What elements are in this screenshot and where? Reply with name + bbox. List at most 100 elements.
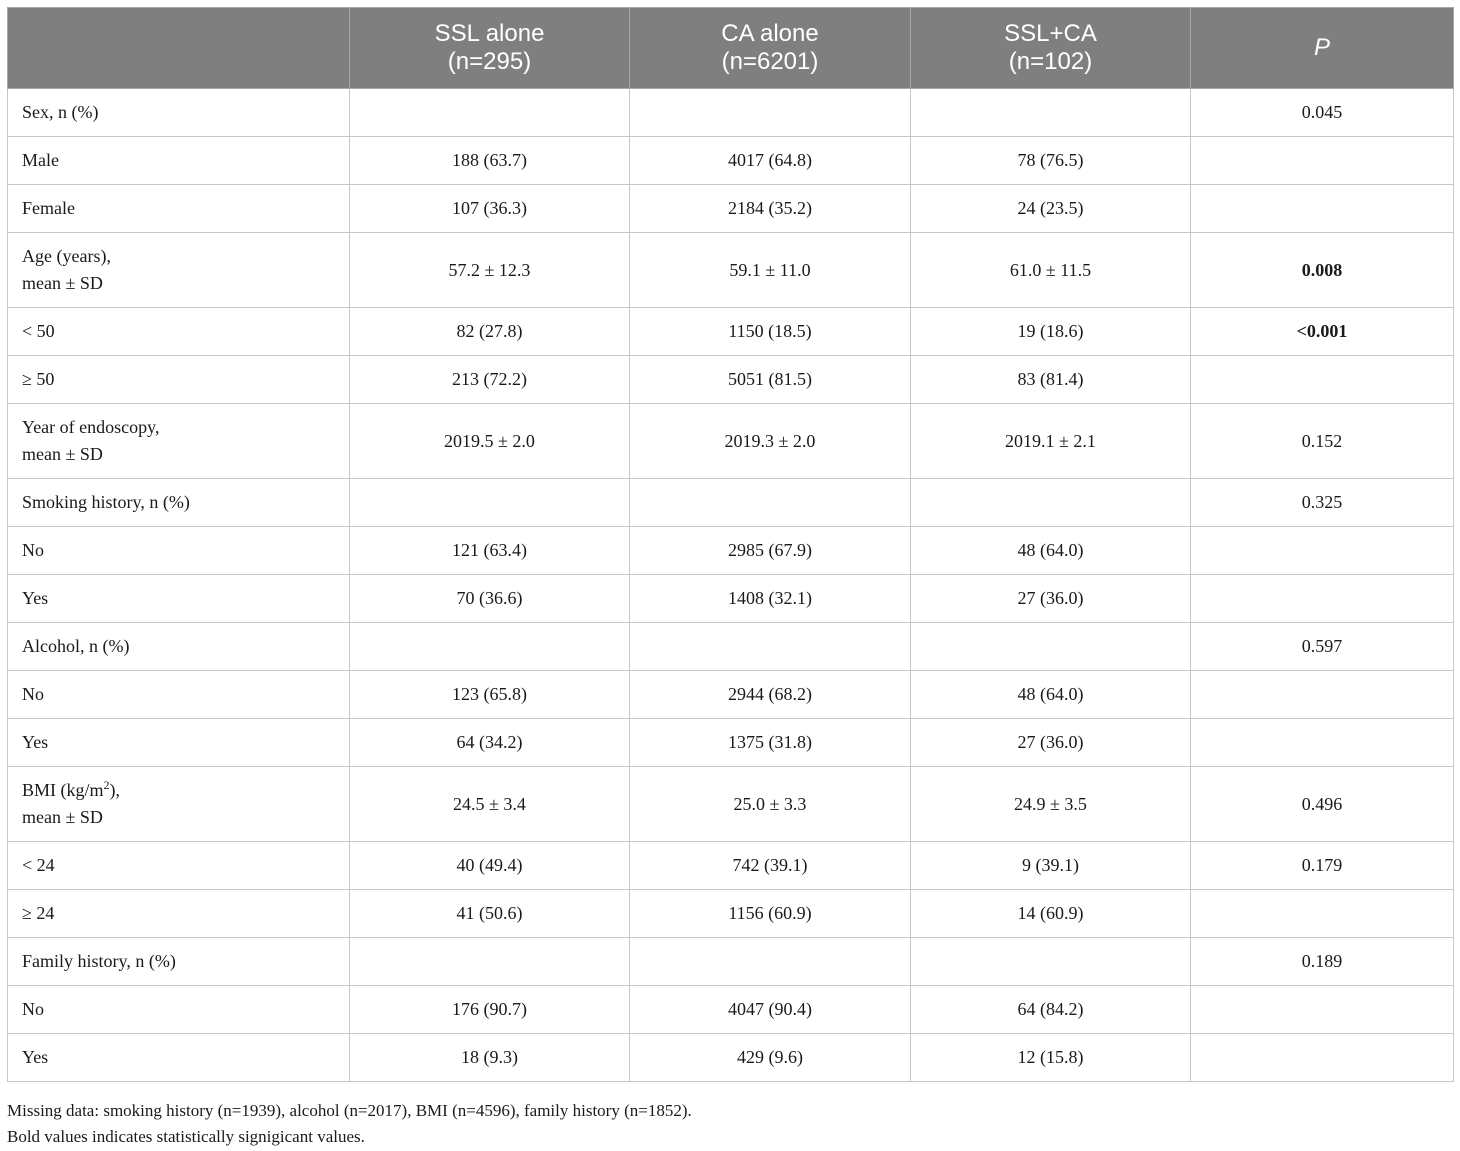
cell-ca-alone: 429 (9.6) [629, 1033, 911, 1082]
cell-p-value [1190, 985, 1454, 1034]
table-row-smoking-yes: Yes 70 (36.6) 1408 (32.1) 27 (36.0) [7, 574, 1454, 623]
cell-ca-alone: 1150 (18.5) [629, 307, 911, 356]
cell-ssl-alone: 121 (63.4) [349, 526, 630, 575]
table-row-year: Year of endoscopy, mean ± SD 2019.5 ± 2.… [7, 403, 1454, 479]
table-row-bmi-lt24: < 24 40 (49.4) 742 (39.1) 9 (39.1) 0.179 [7, 841, 1454, 890]
cell-ssl-alone [349, 478, 630, 527]
cell-ssl-ca: 48 (64.0) [910, 670, 1191, 719]
row-label: Family history, n (%) [7, 937, 350, 986]
cell-ssl-alone: 70 (36.6) [349, 574, 630, 623]
row-label-line1: BMI (kg/m2), [22, 777, 335, 804]
cell-ssl-alone [349, 622, 630, 671]
cell-ssl-alone: 176 (90.7) [349, 985, 630, 1034]
table-row-bmi: BMI (kg/m2), mean ± SD 24.5 ± 3.4 25.0 ±… [7, 766, 1454, 842]
cell-p-value [1190, 889, 1454, 938]
cell-ssl-alone [349, 88, 630, 137]
cell-ssl-alone: 24.5 ± 3.4 [349, 766, 630, 842]
cell-p-value: 0.152 [1190, 403, 1454, 479]
table-row-family-yes: Yes 18 (9.3) 429 (9.6) 12 (15.8) [7, 1033, 1454, 1082]
row-label: No [7, 985, 350, 1034]
cell-ssl-ca: 27 (36.0) [910, 574, 1191, 623]
table-row-female: Female 107 (36.3) 2184 (35.2) 24 (23.5) [7, 184, 1454, 233]
cell-ssl-alone: 213 (72.2) [349, 355, 630, 404]
header-p-value: P [1190, 7, 1454, 89]
table-row-age: Age (years), mean ± SD 57.2 ± 12.3 59.1 … [7, 232, 1454, 308]
cell-ssl-alone [349, 937, 630, 986]
table-footnotes: Missing data: smoking history (n=1939), … [7, 1098, 692, 1150]
header-blank [7, 7, 350, 89]
header-ssl-alone-n: (n=295) [447, 48, 532, 75]
row-label: Alcohol, n (%) [7, 622, 350, 671]
row-label-line2: mean ± SD [22, 807, 103, 827]
cell-p-value: 0.045 [1190, 88, 1454, 137]
row-label: ≥ 24 [7, 889, 350, 938]
cell-ca-alone: 1375 (31.8) [629, 718, 911, 767]
cell-ca-alone: 59.1 ± 11.0 [629, 232, 911, 308]
row-label-line2: mean ± SD [22, 444, 103, 464]
footnote-bold-values: Bold values indicates statistically sign… [7, 1127, 365, 1146]
row-label: Yes [7, 574, 350, 623]
header-ssl-alone-name: SSL alone [434, 20, 545, 47]
table-row-family-no: No 176 (90.7) 4047 (90.4) 64 (84.2) [7, 985, 1454, 1034]
table-row-smoking-no: No 121 (63.4) 2985 (67.9) 48 (64.0) [7, 526, 1454, 575]
row-label: No [7, 526, 350, 575]
table-header: SSL alone (n=295) CA alone (n=6201) SSL+… [7, 7, 1454, 89]
cell-p-value: 0.496 [1190, 766, 1454, 842]
row-label: Year of endoscopy, mean ± SD [7, 403, 350, 479]
cell-ssl-ca [910, 622, 1191, 671]
cell-ca-alone: 2944 (68.2) [629, 670, 911, 719]
table-row-alcohol-no: No 123 (65.8) 2944 (68.2) 48 (64.0) [7, 670, 1454, 719]
table-row-bmi-ge24: ≥ 24 41 (50.6) 1156 (60.9) 14 (60.9) [7, 889, 1454, 938]
footnote-missing-data: Missing data: smoking history (n=1939), … [7, 1101, 692, 1120]
header-ssl-ca-name: SSL+CA [1004, 20, 1097, 47]
header-row: SSL alone (n=295) CA alone (n=6201) SSL+… [7, 7, 1454, 89]
row-label: BMI (kg/m2), mean ± SD [7, 766, 350, 842]
cell-p-value [1190, 526, 1454, 575]
cell-p-value: 0.189 [1190, 937, 1454, 986]
header-ssl-ca: SSL+CA (n=102) [910, 7, 1191, 89]
cell-p-value: <0.001 [1190, 307, 1454, 356]
bmi-label-text: BMI (kg/m [22, 780, 104, 800]
row-label: < 24 [7, 841, 350, 890]
row-label: < 50 [7, 307, 350, 356]
cell-ssl-ca: 14 (60.9) [910, 889, 1191, 938]
cell-ssl-ca: 2019.1 ± 2.1 [910, 403, 1191, 479]
cell-ca-alone [629, 622, 911, 671]
cell-ssl-ca: 78 (76.5) [910, 136, 1191, 185]
cell-ca-alone: 2184 (35.2) [629, 184, 911, 233]
table-row-age-lt50: < 50 82 (27.8) 1150 (18.5) 19 (18.6) <0.… [7, 307, 1454, 356]
bmi-label-close: ), [109, 780, 121, 800]
cell-ca-alone: 2019.3 ± 2.0 [629, 403, 911, 479]
cell-ssl-alone: 64 (34.2) [349, 718, 630, 767]
row-label-line1: Year of endoscopy, [22, 417, 160, 437]
table-row-smoking: Smoking history, n (%) 0.325 [7, 478, 1454, 527]
cell-ssl-alone: 82 (27.8) [349, 307, 630, 356]
cell-ssl-ca [910, 937, 1191, 986]
row-label: Sex, n (%) [7, 88, 350, 137]
cell-ssl-ca: 64 (84.2) [910, 985, 1191, 1034]
cell-ca-alone: 742 (39.1) [629, 841, 911, 890]
cell-ssl-ca: 24.9 ± 3.5 [910, 766, 1191, 842]
cell-ca-alone: 4047 (90.4) [629, 985, 911, 1034]
cell-p-value: 0.008 [1190, 232, 1454, 308]
table-row-alcohol: Alcohol, n (%) 0.597 [7, 622, 1454, 671]
cell-ca-alone [629, 88, 911, 137]
baseline-characteristics-table: SSL alone (n=295) CA alone (n=6201) SSL+… [7, 7, 1454, 1082]
cell-p-value [1190, 355, 1454, 404]
cell-ssl-ca: 12 (15.8) [910, 1033, 1191, 1082]
cell-ca-alone: 2985 (67.9) [629, 526, 911, 575]
cell-ssl-ca: 27 (36.0) [910, 718, 1191, 767]
row-label: Female [7, 184, 350, 233]
cell-ssl-alone: 57.2 ± 12.3 [349, 232, 630, 308]
row-label-line1: Age (years), [22, 246, 111, 266]
cell-ssl-alone: 41 (50.6) [349, 889, 630, 938]
cell-p-value [1190, 574, 1454, 623]
cell-p-value [1190, 1033, 1454, 1082]
cell-p-value [1190, 718, 1454, 767]
table-row-family: Family history, n (%) 0.189 [7, 937, 1454, 986]
cell-ca-alone: 4017 (64.8) [629, 136, 911, 185]
table-row-male: Male 188 (63.7) 4017 (64.8) 78 (76.5) [7, 136, 1454, 185]
cell-ssl-alone: 40 (49.4) [349, 841, 630, 890]
cell-ca-alone: 1156 (60.9) [629, 889, 911, 938]
cell-p-value: 0.179 [1190, 841, 1454, 890]
